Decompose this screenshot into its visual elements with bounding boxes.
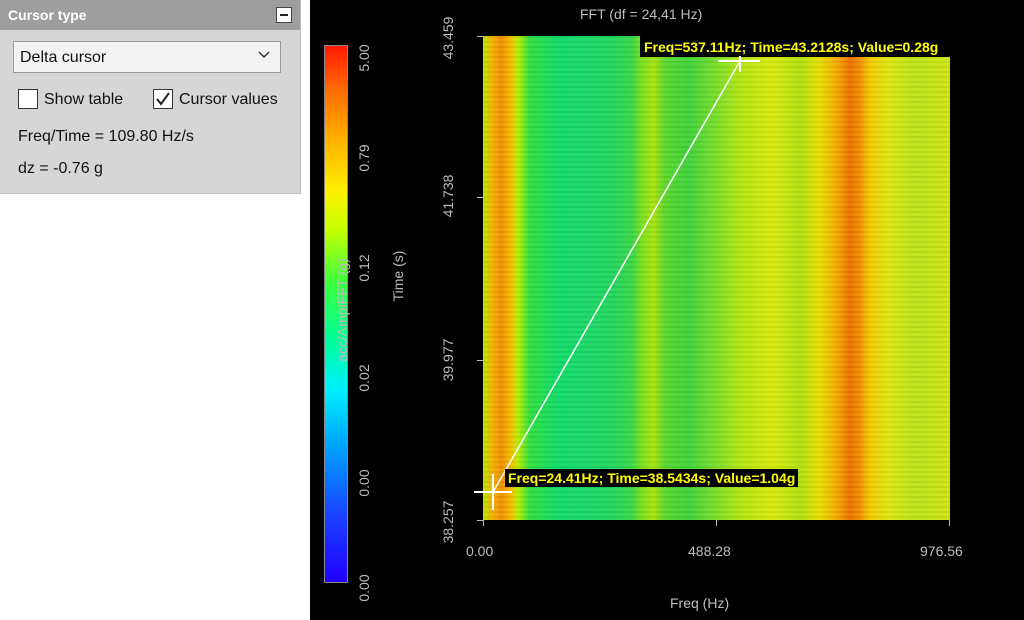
show-table-label: Show table [44, 91, 124, 108]
x-tick-label: 0.00 [466, 543, 494, 559]
x-tick [949, 520, 950, 526]
chevron-down-icon [258, 51, 270, 59]
spectrogram-texture [483, 36, 950, 520]
y-tick [477, 360, 483, 361]
cursor2-readout: Freq=537.11Hz; Time=43.2128s; Value=0.28… [641, 38, 942, 56]
colorbar [324, 45, 348, 583]
x-axis-label: Freq (Hz) [670, 595, 730, 611]
panel-title: Cursor type [8, 7, 87, 23]
checkmark-icon [156, 92, 170, 106]
y-tick [477, 36, 483, 37]
cursor-type-select[interactable]: Delta cursor [13, 41, 281, 73]
x-tick [716, 520, 717, 526]
delta-cursor-line [492, 60, 741, 493]
x-tick [483, 520, 484, 526]
collapse-icon[interactable] [276, 7, 292, 23]
y-tick [477, 197, 483, 198]
cursor1-readout: Freq=24.41Hz; Time=38.5434s; Value=1.04g [505, 469, 799, 487]
cursor-values-checkbox[interactable] [153, 89, 173, 109]
freq-time-readout: Freq/Time = 109.80 Hz/s [18, 128, 194, 145]
cursor-type-value: Delta cursor [20, 49, 107, 66]
y-tick [477, 520, 483, 521]
x-tick-label: 488.28 [688, 543, 731, 559]
show-table-checkbox[interactable] [18, 89, 38, 109]
plot-title: FFT (df = 24,41 Hz) [580, 6, 703, 22]
cursor-type-panel: Cursor type Delta cursor Show table Curs… [0, 0, 301, 194]
panel-header: Cursor type [0, 0, 300, 30]
spectrogram-heatmap[interactable] [483, 36, 950, 520]
dz-readout: dz = -0.76 g [18, 160, 103, 177]
x-tick-label: 976.56 [920, 543, 963, 559]
cursor-values-label: Cursor values [179, 91, 278, 108]
